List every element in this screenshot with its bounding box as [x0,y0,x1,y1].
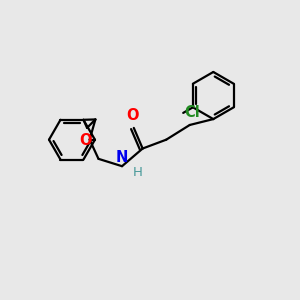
Text: Cl: Cl [184,105,200,120]
Text: H: H [133,167,143,179]
Text: O: O [126,108,139,123]
Text: N: N [116,150,128,165]
Text: O: O [80,133,92,148]
